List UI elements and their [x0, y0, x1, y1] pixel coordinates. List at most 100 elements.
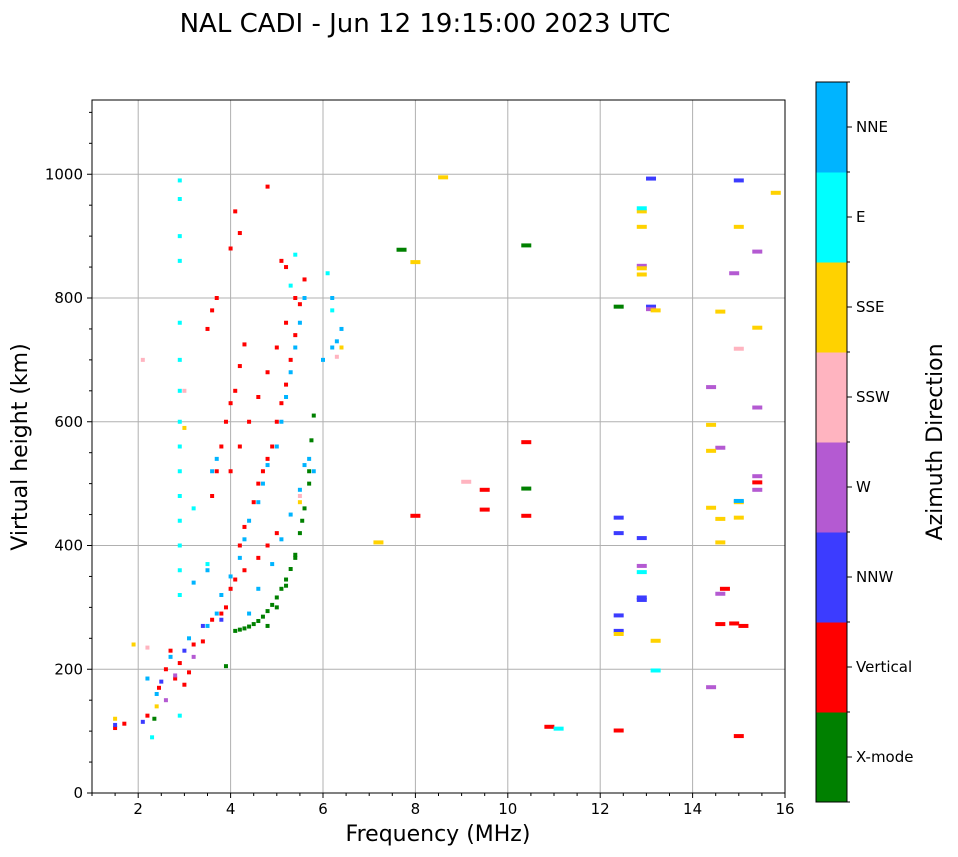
- data-point: [521, 486, 532, 491]
- data-point: [159, 679, 164, 684]
- data-point: [733, 178, 744, 183]
- data-point: [284, 577, 289, 582]
- data-point: [613, 515, 624, 520]
- data-point: [706, 385, 717, 390]
- data-point: [256, 618, 261, 623]
- x-tick-label: 10: [498, 800, 517, 818]
- x-tick-label: 14: [683, 800, 702, 818]
- data-point: [177, 494, 182, 498]
- data-point: [636, 563, 647, 568]
- y-tick-label: 400: [54, 537, 83, 555]
- data-point: [219, 617, 224, 622]
- colorbar-swatch: [816, 622, 847, 713]
- data-point: [706, 422, 717, 427]
- data-point: [438, 175, 449, 180]
- data-point: [177, 258, 182, 263]
- data-point: [733, 346, 744, 351]
- data-point: [214, 611, 219, 616]
- data-point: [163, 698, 168, 703]
- data-point: [265, 543, 270, 548]
- data-point: [274, 531, 279, 536]
- data-point: [297, 494, 302, 498]
- data-point: [210, 494, 215, 498]
- data-point: [223, 605, 228, 610]
- data-point: [214, 296, 219, 300]
- data-point: [205, 562, 210, 567]
- data-point: [613, 531, 624, 536]
- data-point: [237, 231, 242, 236]
- data-point: [293, 333, 298, 338]
- series-vertical: [113, 184, 763, 739]
- data-point: [177, 419, 182, 424]
- data-point: [613, 628, 624, 633]
- data-point: [715, 622, 726, 627]
- data-point: [297, 320, 302, 325]
- data-point: [237, 543, 242, 548]
- data-point: [479, 507, 490, 512]
- x-axis: 2 4 6 8 10 12 14 16: [91, 793, 795, 818]
- data-point: [274, 595, 279, 600]
- series-nne: [145, 296, 744, 696]
- data-point: [715, 445, 726, 450]
- data-point: [613, 631, 624, 636]
- series-ssw: [140, 346, 744, 650]
- data-point: [205, 568, 210, 573]
- colorbar-label: X-mode: [856, 748, 913, 766]
- data-point: [113, 716, 118, 721]
- data-point: [200, 623, 205, 628]
- data-point: [297, 531, 302, 536]
- y-tick-label: 1000: [45, 165, 83, 183]
- data-point: [729, 271, 740, 276]
- colorbar-swatch: [816, 352, 847, 443]
- data-point: [200, 639, 205, 644]
- data-point: [334, 339, 339, 344]
- data-point: [284, 320, 289, 325]
- data-point: [293, 296, 298, 300]
- data-point: [219, 593, 224, 597]
- data-point: [321, 357, 325, 362]
- x-tick-label: 2: [133, 800, 143, 818]
- data-point: [182, 388, 187, 393]
- data-point: [177, 357, 182, 362]
- data-point: [396, 247, 407, 252]
- data-point: [636, 570, 647, 575]
- data-point: [156, 685, 161, 690]
- data-point: [288, 283, 293, 288]
- data-point: [173, 673, 178, 678]
- data-point: [223, 664, 228, 669]
- data-point: [339, 345, 344, 350]
- data-point: [279, 586, 284, 591]
- colorbar-label: W: [856, 478, 871, 496]
- data-point: [706, 685, 717, 690]
- series-w: [163, 249, 763, 703]
- data-point: [752, 325, 763, 330]
- data-point: [219, 611, 224, 616]
- data-point: [247, 611, 252, 616]
- colorbar-swatch: [816, 532, 847, 623]
- data-point: [339, 326, 344, 331]
- data-point: [373, 540, 384, 545]
- colorbar-swatch: [816, 442, 847, 533]
- data-point: [177, 518, 182, 523]
- data-point: [293, 252, 298, 257]
- data-point: [770, 190, 781, 195]
- data-point: [715, 540, 726, 545]
- data-point: [131, 642, 136, 647]
- data-point: [177, 661, 182, 666]
- data-point: [715, 516, 726, 521]
- data-point: [330, 296, 335, 300]
- data-point: [302, 277, 307, 282]
- data-point: [251, 500, 256, 505]
- data-point: [715, 591, 726, 596]
- data-point: [177, 320, 182, 325]
- data-point: [297, 302, 302, 307]
- colorbar-swatch: [816, 712, 847, 803]
- data-point: [311, 413, 316, 418]
- data-point: [521, 243, 532, 248]
- data-point: [265, 609, 270, 614]
- data-point: [256, 500, 261, 505]
- data-point: [113, 726, 118, 731]
- data-point: [270, 444, 275, 449]
- x-tick-label: 6: [318, 800, 328, 818]
